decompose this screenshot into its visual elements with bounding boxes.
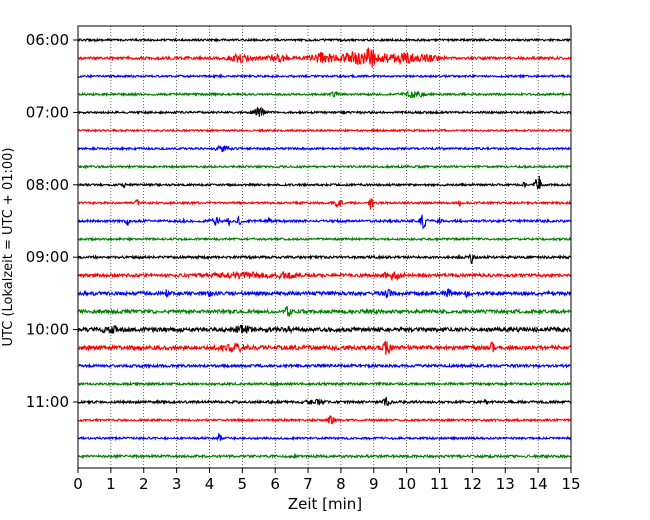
seismic-trace [77, 396, 572, 407]
x-tick-label: 0 [73, 475, 83, 493]
x-tick-label: 3 [172, 475, 182, 493]
x-tick-label: 5 [238, 475, 248, 493]
y-tick-label: 11:00 [26, 393, 69, 411]
seismic-trace [77, 339, 572, 355]
seismic-trace [77, 198, 572, 210]
seismic-traces [77, 37, 572, 460]
seismic-trace [77, 253, 572, 265]
seismic-trace [77, 106, 572, 118]
x-tick-label: 7 [303, 475, 313, 493]
x-axis-label: Zeit [min] [288, 495, 362, 513]
x-tick-label: 15 [561, 475, 580, 493]
seismic-trace [77, 47, 572, 68]
seismic-trace [77, 453, 572, 460]
y-axis-ticks: 06:00 07:00 08:00 09:00 10:00 11:00 [26, 31, 78, 411]
seismic-trace [77, 73, 572, 79]
seismic-trace [77, 214, 572, 230]
x-tick-label: 1 [106, 475, 116, 493]
seismic-trace [77, 362, 572, 370]
x-tick-label: 14 [529, 475, 548, 493]
seismic-trace [77, 433, 572, 442]
x-tick-label: 11 [430, 475, 449, 493]
seismic-trace [77, 175, 572, 191]
x-tick-label: 2 [139, 475, 149, 493]
seismic-trace [77, 288, 572, 299]
y-tick-label: 09:00 [26, 248, 69, 266]
x-tick-label: 12 [463, 475, 482, 493]
y-axis-label: UTC (Lokalzeit = UTC + 01:00) [1, 148, 16, 347]
seismic-trace [77, 305, 572, 317]
seismic-trace [77, 415, 572, 425]
x-tick-label: 8 [336, 475, 346, 493]
seismic-trace [77, 236, 572, 242]
seismic-trace [77, 144, 572, 153]
x-tick-label: 4 [205, 475, 215, 493]
y-tick-label: 07:00 [26, 103, 69, 121]
x-tick-label: 9 [369, 475, 379, 493]
y-tick-label: 06:00 [26, 31, 69, 49]
x-tick-label: 6 [270, 475, 280, 493]
y-tick-label: 08:00 [26, 176, 69, 194]
seismic-trace [77, 37, 572, 43]
x-tick-label: 13 [496, 475, 515, 493]
seismic-trace [77, 380, 572, 388]
seismic-trace [77, 90, 572, 99]
plot-frame [77, 25, 572, 469]
x-tick-label: 10 [397, 475, 416, 493]
y-tick-label: 10:00 [26, 321, 69, 339]
seismic-trace [77, 163, 572, 170]
seismic-trace [77, 324, 572, 335]
x-axis-ticks: 0 1 2 3 4 5 6 7 8 9 10 11 12 13 14 15 [73, 468, 581, 493]
seismic-trace [77, 270, 572, 282]
seismic-trace [77, 127, 572, 133]
